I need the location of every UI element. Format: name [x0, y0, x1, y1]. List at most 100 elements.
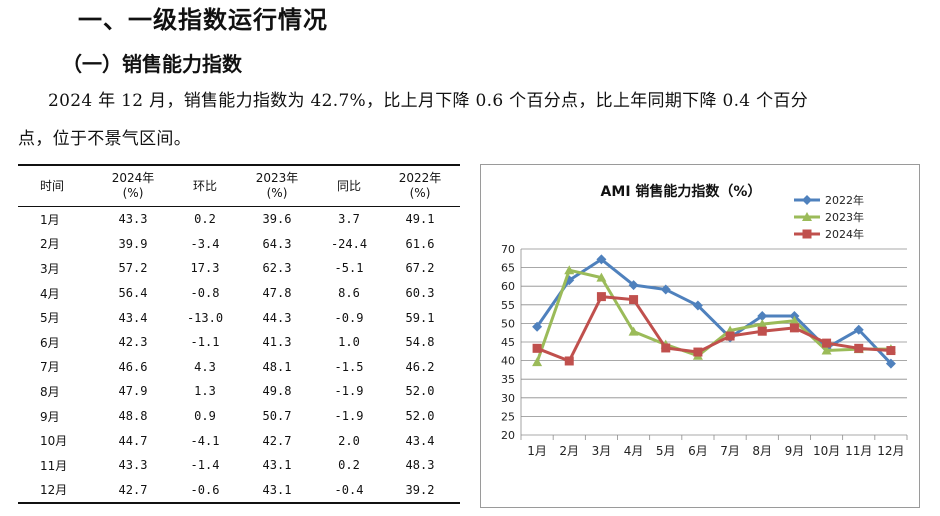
data-point-s2-9	[822, 338, 832, 348]
table-cell-v2022: 59.1	[405, 310, 435, 325]
table-row: 11月 43.3 -1.4 43.1 0.2 48.3	[18, 453, 460, 478]
legend-label: 2022年	[825, 193, 864, 207]
x-tick-label: 7月	[720, 444, 740, 458]
table-cell-v2024: 44.7	[118, 433, 148, 448]
section-heading: 一、一级指数运行情况	[78, 6, 328, 34]
table-cell-mom: -0.6	[190, 482, 220, 497]
table-cell-v2024: 42.3	[118, 335, 148, 350]
header-2024: 2024年 (%)	[111, 171, 155, 200]
table-cell-yoy: -24.4	[330, 236, 368, 251]
y-tick-label: 30	[501, 392, 515, 405]
table-row: 2月 39.9 -3.4 64.3 -24.4 61.6	[18, 232, 460, 257]
summary-paragraph-line1: 2024 年 12 月，销售能力指数为 42.7%，比上月下降 0.6 个百分点…	[48, 91, 809, 111]
table-cell-month: 3月	[40, 261, 60, 276]
y-tick-label: 65	[501, 262, 515, 275]
data-point-s2-6	[725, 331, 735, 341]
data-point-s1-0	[532, 357, 543, 367]
legend-marker	[802, 195, 812, 205]
x-tick-label: 12月	[877, 444, 904, 458]
data-point-s0-3	[628, 280, 639, 291]
table-row: 7月 46.6 4.3 48.1 -1.5 46.2	[18, 355, 460, 380]
chart-title: AMI 销售能力指数（%）	[601, 183, 762, 200]
table-cell-v2022: 67.2	[405, 261, 435, 276]
subsection-heading: （一）销售能力指数	[62, 52, 242, 76]
data-point-s2-4	[661, 343, 671, 353]
table-cell-v2023: 44.3	[262, 310, 292, 325]
x-tick-label: 2月	[559, 444, 579, 458]
table-cell-month: 11月	[40, 458, 68, 473]
table-cell-yoy: -1.9	[334, 409, 364, 424]
x-tick-label: 10月	[813, 444, 840, 458]
table-cell-mom: -1.1	[190, 335, 220, 350]
data-point-s0-1	[564, 275, 575, 286]
data-point-s1-7	[757, 319, 768, 329]
line-chart: AMI 销售能力指数（%） 20 25 30 35 40 45 50 55 60 65 70 1月 2月 3…	[480, 164, 920, 508]
table-cell-yoy: 0.2	[338, 458, 360, 473]
table-cell-month: 10月	[40, 434, 68, 449]
table-cell-v2023: 43.1	[262, 482, 292, 497]
x-tick-label: 1月	[527, 444, 547, 458]
data-point-s2-2	[596, 292, 606, 302]
x-tick-label: 8月	[752, 444, 772, 458]
table-cell-v2022: 52.0	[405, 384, 435, 399]
table-cell-yoy: 2.0	[338, 433, 360, 448]
table-cell-mom: -0.8	[190, 286, 220, 301]
legend-label: 2023年	[825, 210, 864, 224]
table-cell-v2022: 46.2	[405, 359, 435, 374]
y-tick-label: 70	[501, 243, 515, 256]
table-cell-v2023: 39.6	[262, 212, 292, 227]
table-cell-mom: 0.9	[194, 409, 216, 424]
table-cell-v2023: 49.8	[262, 384, 292, 399]
y-tick-label: 25	[501, 410, 515, 423]
header-2022: 2022年 (%)	[398, 171, 442, 200]
data-point-s1-2	[596, 272, 607, 282]
table-cell-yoy: 3.7	[338, 212, 360, 227]
table-cell-v2024: 43.3	[118, 458, 148, 473]
y-tick-label: 60	[501, 280, 515, 293]
data-point-s1-3	[628, 326, 639, 336]
table-cell-mom: 4.3	[194, 359, 216, 374]
x-tick-label: 11月	[845, 444, 872, 458]
x-tick-label: 4月	[624, 444, 644, 458]
table-cell-v2022: 60.3	[405, 286, 435, 301]
table-row: 1月 43.3 0.2 39.6 3.7 49.1	[18, 207, 460, 232]
data-point-s2-11	[886, 346, 896, 356]
table-cell-mom: -13.0	[186, 310, 224, 325]
table-cell-v2024: 57.2	[118, 261, 148, 276]
table-cell-v2024: 43.3	[118, 212, 148, 227]
data-point-s2-5	[693, 347, 703, 357]
table-cell-month: 4月	[40, 286, 60, 301]
table-cell-v2022: 49.1	[405, 212, 435, 227]
chart-svg: AMI 销售能力指数（%） 20 25 30 35 40 45 50 55 60 65 70 1月 2月 3…	[501, 183, 908, 458]
table-cell-yoy: 1.0	[338, 335, 360, 350]
table-row: 8月 47.9 1.3 49.8 -1.9 52.0	[18, 379, 460, 404]
table-row: 5月 43.4 -13.0 44.3 -0.9 59.1	[18, 305, 460, 330]
table-cell-v2022: 48.3	[405, 458, 435, 473]
y-tick-label: 20	[501, 429, 515, 442]
header-mom: 环比	[192, 178, 217, 193]
table-row: 6月 42.3 -1.1 41.3 1.0 54.8	[18, 330, 460, 355]
table-row: 4月 56.4 -0.8 47.8 8.6 60.3	[18, 281, 460, 306]
legend-marker	[802, 212, 812, 221]
header-time: 时间	[40, 178, 65, 193]
header-2023: 2023年 (%)	[255, 171, 299, 200]
data-point-s0-10	[853, 324, 864, 335]
table-cell-mom: -4.1	[190, 433, 220, 448]
table-cell-v2024: 48.8	[118, 409, 148, 424]
table-cell-v2024: 42.7	[118, 482, 148, 497]
table-cell-yoy: -5.1	[334, 261, 364, 276]
x-tick-label: 5月	[656, 444, 676, 458]
table-cell-v2023: 42.7	[262, 433, 292, 448]
table-cell-v2022: 43.4	[405, 433, 435, 448]
table-cell-yoy: -1.5	[334, 359, 364, 374]
data-point-s0-11	[885, 358, 896, 369]
table-header-row: 时间 2024年 (%) 环比 2023年 (%) 同比 2022年 (%)	[18, 165, 460, 207]
table-cell-month: 5月	[40, 311, 60, 326]
table-cell-month: 12月	[40, 483, 68, 498]
table-cell-v2024: 39.9	[118, 236, 148, 251]
table-cell-v2022: 54.8	[405, 335, 435, 350]
table-row: 3月 57.2 17.3 62.3 -5.1 67.2	[18, 256, 460, 281]
table-cell-v2023: 41.3	[262, 335, 292, 350]
data-point-s2-8	[789, 323, 799, 333]
header-yoy: 同比	[336, 178, 361, 193]
